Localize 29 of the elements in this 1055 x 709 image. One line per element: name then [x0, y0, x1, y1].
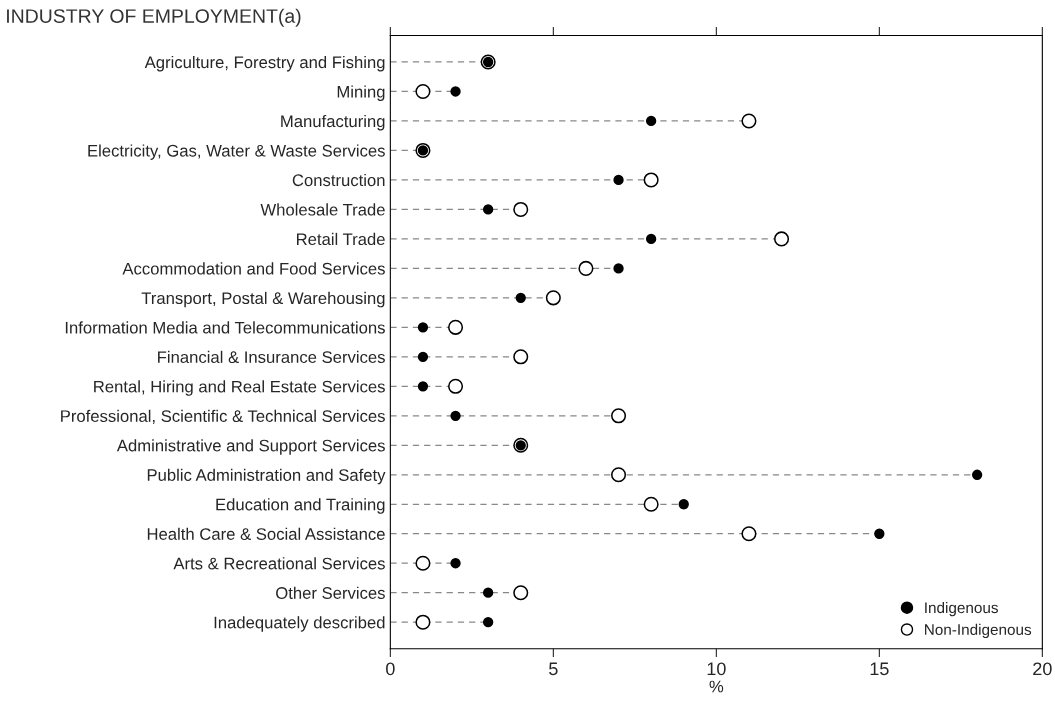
y-tick-label: Public Administration and Safety [147, 468, 386, 485]
x-tick-label: 5 [549, 662, 558, 676]
y-tick-label: Manufacturing [281, 114, 385, 131]
y-tick-label: Rental, Hiring and Real Estate Services [94, 380, 385, 396]
y-tick-label: Agriculture, Forestry and Fishing [144, 55, 385, 72]
x-tick-label: 15 [870, 662, 889, 676]
y-tick-label: Health Care & Social Assistance [147, 527, 385, 540]
x-tick-label: 20 [1033, 662, 1052, 676]
y-tick-label: Wholesale Trade [260, 203, 385, 216]
y-tick-label: Accommodation and Food Services [122, 262, 385, 275]
y-tick-label: Information Media and Telecommunications [65, 321, 385, 334]
legend-label: Indigenous [925, 601, 998, 617]
x-tick-label: 0 [386, 662, 395, 676]
x-tick-label: 10 [707, 662, 726, 676]
x-axis-title: % [709, 680, 724, 693]
legend-label: Non-Indigenous [925, 623, 1032, 639]
y-tick-label: Construction [292, 173, 385, 187]
text: INDUSTRY OF EMPLOYMENT(a) [7, 8, 301, 27]
y-tick-label: Mining [337, 85, 385, 101]
y-tick-label: Education and Training [216, 498, 385, 514]
y-tick-label: Electricity, Gas, Water & Waste Services [88, 144, 385, 160]
y-tick-label: Transport, Postal & Warehousing [141, 291, 385, 308]
y-tick-label: Administrative and Support Services [116, 439, 385, 455]
y-tick-label: Retail Trade [297, 232, 385, 246]
y-tick-label: Inadequately described [214, 616, 385, 632]
y-tick-label: Professional, Scientific & Technical Services [61, 409, 385, 424]
y-tick-label: Arts & Recreational Services [173, 557, 385, 570]
y-tick-label: Other Services [276, 586, 385, 599]
y-tick-label: Financial & Insurance Services [158, 350, 385, 364]
